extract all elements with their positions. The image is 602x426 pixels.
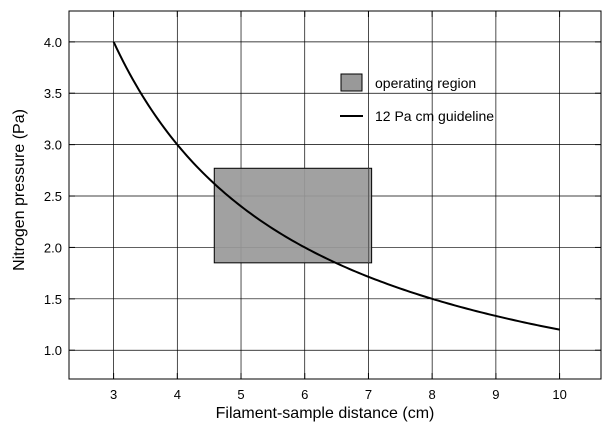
series-line-guideline — [112, 41, 560, 331]
operating-region-rect — [213, 167, 373, 264]
x-tick-label-5: 8 — [429, 387, 436, 402]
y-tick-label-6: 4.0 — [44, 35, 62, 50]
y-tick-labels: 1.0 1.5 2.0 2.5 3.0 3.5 4.0 — [44, 35, 62, 358]
x-axis-title: Filament-sample distance (cm) — [216, 405, 435, 422]
plot-area-frame — [68, 10, 602, 380]
y-tick-label-0: 1.0 — [44, 343, 62, 358]
y-tick-label-1: 1.5 — [44, 292, 62, 307]
legend-label-operating-region: operating region — [375, 75, 476, 91]
series-layer — [112, 41, 560, 331]
x-tick-label-0: 3 — [110, 387, 117, 402]
legend-label-guideline: 12 Pa cm guideline — [375, 108, 494, 124]
x-tick-label-6: 9 — [492, 387, 499, 402]
y-tick-label-2: 2.0 — [44, 240, 62, 255]
x-tick-label-7: 10 — [552, 387, 566, 402]
y-tick-label-4: 3.0 — [44, 138, 62, 153]
legend: operating region 12 Pa cm guideline — [340, 73, 494, 124]
x-tick-label-1: 4 — [174, 387, 181, 402]
y-tick-label-3: 2.5 — [44, 189, 62, 204]
x-tick-label-3: 6 — [301, 387, 308, 402]
x-tick-label-4: 7 — [365, 387, 372, 402]
legend-patch-operating-region — [340, 73, 363, 92]
x-tick-labels: 3 4 5 6 7 8 9 10 — [110, 387, 567, 402]
x-tick-label-2: 5 — [237, 387, 244, 402]
y-tick-label-5: 3.5 — [44, 86, 62, 101]
y-axis-title: Nitrogen pressure (Pa) — [11, 109, 28, 271]
axis-ticks — [69, 11, 601, 379]
operating-region-layer — [213, 167, 373, 264]
